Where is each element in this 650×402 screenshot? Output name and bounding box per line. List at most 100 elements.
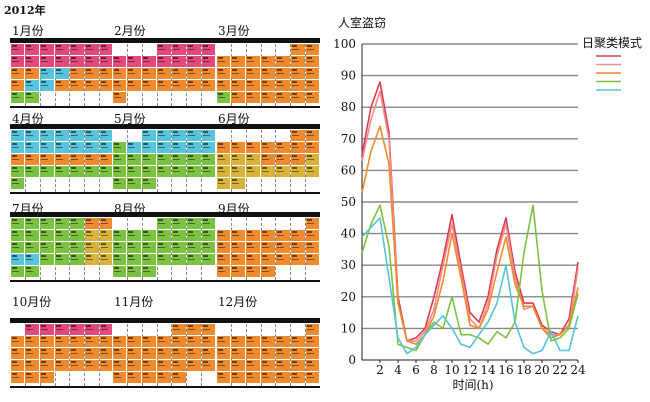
legend [596,55,621,91]
day-cell [55,242,69,253]
day-cell [25,360,40,371]
day-cell [99,230,114,241]
day-cell [186,348,201,359]
day-cell [261,348,275,359]
day-cell [99,348,114,359]
day-cell [10,336,25,347]
y-tick-label: 60 [341,163,356,177]
day-cell [171,242,186,253]
day-cell [99,218,114,229]
weekday-header-bar [216,124,320,129]
day-cell [171,324,186,335]
day-cell [99,68,114,79]
day-cell [305,166,320,177]
day-cell [305,336,320,347]
day-cell [157,230,171,241]
day-cell [69,230,84,241]
day-cell [69,336,84,347]
day-cell [171,218,186,229]
series-line [361,125,579,346]
day-cell [290,80,305,91]
day-cell [10,348,25,359]
day-cell [40,324,55,335]
day-cell [69,44,84,55]
day-cell [231,142,246,153]
day-cell [231,166,246,177]
x-tick-label: 16 [498,363,513,377]
day-cell [157,360,171,371]
day-cell [290,372,305,383]
day-cell [290,92,305,103]
day-cell [246,230,261,241]
day-cell [10,130,25,141]
day-cell [84,154,99,165]
day-cell [142,56,157,67]
day-cell [99,80,114,91]
day-cell [171,142,186,153]
day-cell [142,130,157,141]
day-cell [275,242,290,253]
day-cell [201,218,216,229]
month-title: 1月份 [12,24,44,38]
day-cell [261,154,275,165]
day-cell [231,348,246,359]
day-cell [171,372,186,383]
day-cell [157,254,171,265]
day-cell [25,254,40,265]
day-cell [40,80,55,91]
month-calendar [216,212,320,282]
day-cell [10,254,25,265]
day-cell [305,68,320,79]
day-cell [157,336,171,347]
day-cell [290,154,305,165]
day-cell [40,154,55,165]
month-calendar [10,124,114,194]
x-tick-label: 20 [534,363,549,377]
day-cell [25,142,40,153]
day-cell [40,336,55,347]
day-cell [231,178,246,189]
day-cell [25,154,40,165]
day-cell [84,324,99,335]
day-cell [261,56,275,67]
day-cell [231,56,246,67]
day-cell [305,348,320,359]
day-cell [201,242,216,253]
day-cell [10,178,25,189]
day-cell [246,68,261,79]
day-cell [201,142,216,153]
series-line [361,217,579,355]
day-cell [69,142,84,153]
day-cell [171,166,186,177]
x-tick-label: 2 [376,363,384,377]
day-cell [25,218,40,229]
day-cell [290,68,305,79]
day-cell [112,348,127,359]
day-cell [25,266,40,277]
day-cell [25,242,40,253]
day-cell [40,44,55,55]
day-cell [216,68,231,79]
day-cell [201,360,216,371]
day-cell [127,242,142,253]
calendar-bottom-rule [10,280,114,282]
legend-title: 日聚类模式 [582,36,642,50]
day-cell [231,254,246,265]
day-cell [201,44,216,55]
month-title: 11月份 [114,295,154,309]
day-cell [40,242,55,253]
day-cell [55,142,69,153]
day-cell [112,254,127,265]
day-cell [157,130,171,141]
day-cell [216,230,231,241]
y-tick-label: 30 [341,258,356,272]
day-cell [246,242,261,253]
day-cell [261,142,275,153]
day-cell [171,130,186,141]
x-tick-label: 4 [394,363,402,377]
day-cell [127,336,142,347]
day-cell [55,130,69,141]
day-cell [84,166,99,177]
day-cell [157,44,171,55]
